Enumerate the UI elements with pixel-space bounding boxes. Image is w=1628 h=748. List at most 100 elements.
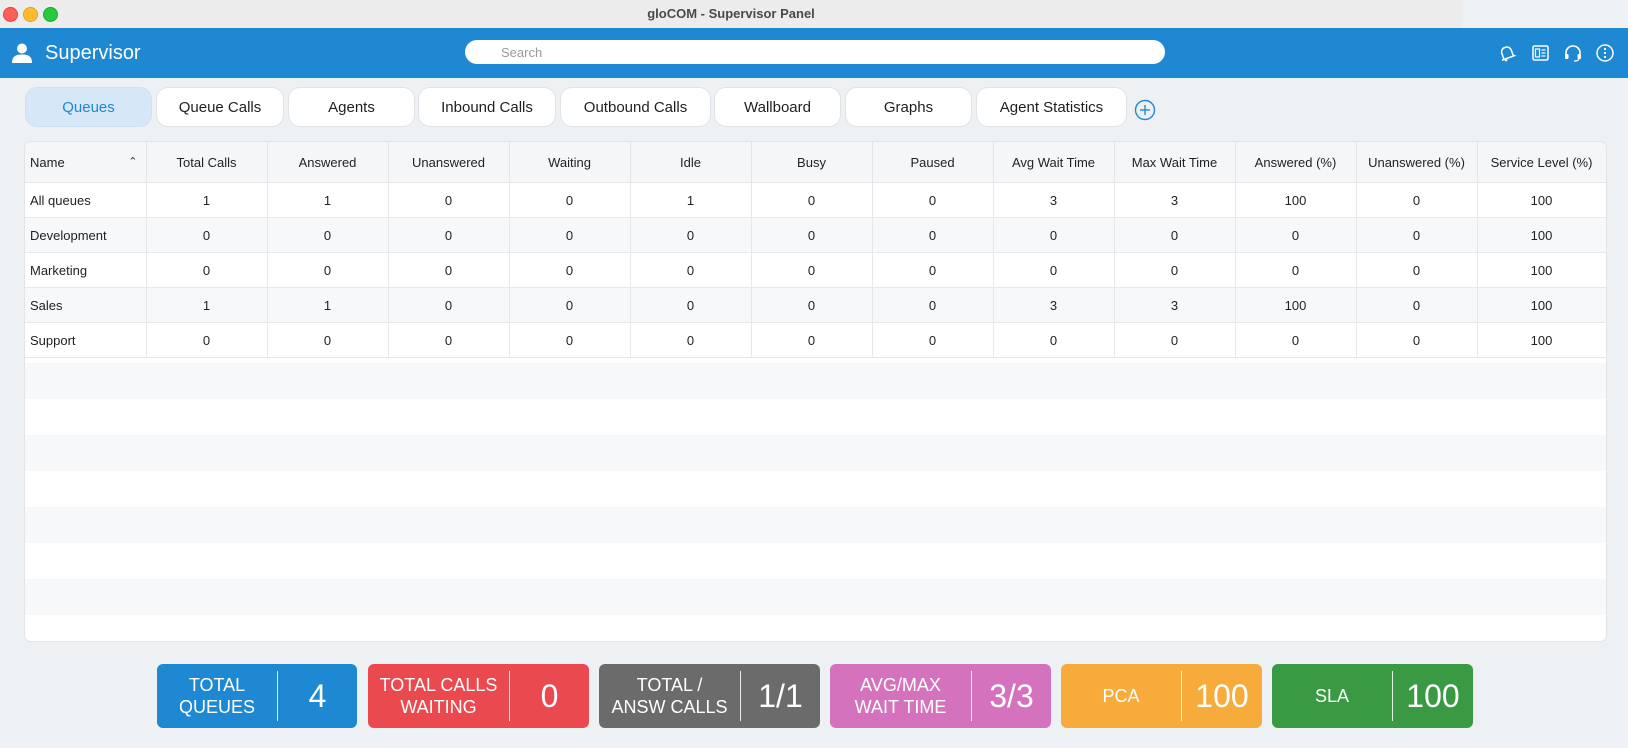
table-cell: 0 bbox=[872, 217, 994, 253]
search-input[interactable] bbox=[465, 40, 1165, 64]
table-cell: 0 bbox=[630, 217, 752, 253]
add-tab-icon[interactable] bbox=[1134, 99, 1156, 121]
column-header-total-calls[interactable]: Total Calls bbox=[146, 142, 268, 183]
phonebook-icon[interactable] bbox=[1530, 43, 1550, 63]
info-menu-icon[interactable] bbox=[1595, 43, 1615, 63]
table-header-row: Name ⌃ Total Calls Answered Unanswered Wa… bbox=[25, 142, 1606, 183]
stat-value: 0 bbox=[540, 677, 559, 714]
table-cell: 100 bbox=[1477, 322, 1606, 358]
table-row[interactable]: Development 0 0 0 0 0 0 0 0 0 0 0 100 bbox=[25, 217, 1606, 253]
table-cell: 0 bbox=[388, 287, 510, 323]
column-header-unanswered-percent[interactable]: Unanswered (%) bbox=[1356, 142, 1478, 183]
tab-agent-statistics[interactable]: Agent Statistics bbox=[976, 87, 1127, 127]
table-cell: 0 bbox=[267, 252, 389, 288]
stat-sla: SLA 100 bbox=[1272, 664, 1473, 728]
stat-avg-max-wait-time: AVG/MAX WAIT TIME 3/3 bbox=[830, 664, 1051, 728]
stat-label: TOTAL CALLS WAITING bbox=[379, 675, 498, 717]
table-cell: 0 bbox=[509, 322, 631, 358]
column-header-name[interactable]: Name ⌃ bbox=[25, 142, 147, 183]
tab-queue-calls[interactable]: Queue Calls bbox=[156, 87, 284, 127]
table-cell: 100 bbox=[1477, 182, 1606, 218]
user-icon bbox=[12, 43, 32, 63]
stat-divider bbox=[509, 671, 510, 721]
table-cell: 100 bbox=[1477, 217, 1606, 253]
table-row[interactable]: Sales 1 1 0 0 0 0 0 3 3 100 0 100 bbox=[25, 287, 1606, 323]
column-header-avg-wait-time[interactable]: Avg Wait Time bbox=[993, 142, 1115, 183]
tab-inbound-calls[interactable]: Inbound Calls bbox=[418, 87, 556, 127]
table-cell: 0 bbox=[388, 322, 510, 358]
tab-queues[interactable]: Queues bbox=[25, 87, 152, 127]
notification-bell-icon[interactable] bbox=[1497, 43, 1517, 63]
table-cell: 0 bbox=[267, 322, 389, 358]
column-header-waiting[interactable]: Waiting bbox=[509, 142, 631, 183]
table-cell: 1 bbox=[267, 182, 389, 218]
queue-name-cell: Sales bbox=[25, 287, 147, 323]
table-cell: 1 bbox=[267, 287, 389, 323]
table-cell: 100 bbox=[1235, 182, 1357, 218]
stat-value: 100 bbox=[1406, 677, 1460, 714]
stat-divider bbox=[740, 671, 741, 721]
tab-agents[interactable]: Agents bbox=[288, 87, 415, 127]
minimize-window-button[interactable] bbox=[23, 7, 38, 22]
table-cell: 3 bbox=[1114, 182, 1236, 218]
column-header-answered-percent[interactable]: Answered (%) bbox=[1235, 142, 1357, 183]
table-cell: 100 bbox=[1235, 287, 1357, 323]
table-cell: 100 bbox=[1477, 252, 1606, 288]
table-cell: 0 bbox=[630, 252, 752, 288]
stat-label: PCA bbox=[1102, 686, 1140, 706]
table-cell: 0 bbox=[146, 252, 268, 288]
table-cell: 0 bbox=[146, 322, 268, 358]
stat-value: 3/3 bbox=[989, 677, 1034, 714]
table-cell: 0 bbox=[993, 252, 1115, 288]
zoom-window-button[interactable] bbox=[43, 7, 58, 22]
table-row[interactable]: All queues 1 1 0 0 1 0 0 3 3 100 0 100 bbox=[25, 182, 1606, 218]
app-header: Supervisor bbox=[0, 28, 1628, 78]
table-cell: 0 bbox=[1356, 252, 1478, 288]
queues-table-panel: Name ⌃ Total Calls Answered Unanswered Wa… bbox=[25, 142, 1606, 641]
stat-label: TOTAL / ANSW CALLS bbox=[611, 675, 728, 717]
table-cell: 0 bbox=[1114, 322, 1236, 358]
column-header-paused[interactable]: Paused bbox=[872, 142, 994, 183]
column-header-unanswered[interactable]: Unanswered bbox=[388, 142, 510, 183]
tab-wallboard[interactable]: Wallboard bbox=[714, 87, 841, 127]
column-header-service-level-percent[interactable]: Service Level (%) bbox=[1477, 142, 1606, 183]
column-header-idle[interactable]: Idle bbox=[630, 142, 752, 183]
table-cell: 0 bbox=[388, 252, 510, 288]
app-title: Supervisor bbox=[45, 42, 141, 64]
table-cell: 0 bbox=[146, 217, 268, 253]
column-header-label: Name bbox=[30, 154, 65, 170]
close-window-button[interactable] bbox=[3, 7, 18, 22]
headset-icon[interactable] bbox=[1563, 43, 1583, 63]
column-header-busy[interactable]: Busy bbox=[751, 142, 873, 183]
table-cell: 0 bbox=[509, 217, 631, 253]
sort-ascending-icon[interactable]: ⌃ bbox=[128, 156, 138, 168]
stat-divider bbox=[971, 671, 972, 721]
queue-name-cell: Development bbox=[25, 217, 147, 253]
table-cell: 0 bbox=[388, 217, 510, 253]
stat-label: TOTAL QUEUES bbox=[178, 675, 256, 717]
table-cell: 0 bbox=[872, 252, 994, 288]
column-header-max-wait-time[interactable]: Max Wait Time bbox=[1114, 142, 1236, 183]
table-cell: 0 bbox=[872, 322, 994, 358]
table-cell: 0 bbox=[1356, 182, 1478, 218]
table-cell: 0 bbox=[993, 322, 1115, 358]
queue-name-cell: All queues bbox=[25, 182, 147, 218]
table-cell: 0 bbox=[267, 217, 389, 253]
table-cell: 0 bbox=[1356, 287, 1478, 323]
stat-value: 4 bbox=[308, 677, 327, 714]
column-header-answered[interactable]: Answered bbox=[267, 142, 389, 183]
table-cell: 100 bbox=[1477, 287, 1606, 323]
table-row[interactable]: Marketing 0 0 0 0 0 0 0 0 0 0 0 100 bbox=[25, 252, 1606, 288]
table-cell: 0 bbox=[993, 217, 1115, 253]
tab-graphs[interactable]: Graphs bbox=[845, 87, 972, 127]
table-cell: 3 bbox=[1114, 287, 1236, 323]
table-cell: 0 bbox=[872, 182, 994, 218]
queue-name-cell: Marketing bbox=[25, 252, 147, 288]
stat-value: 100 bbox=[1195, 677, 1249, 714]
tab-outbound-calls[interactable]: Outbound Calls bbox=[560, 87, 711, 127]
table-cell: 1 bbox=[630, 182, 752, 218]
table-cell: 0 bbox=[509, 182, 631, 218]
table-cell: 0 bbox=[1114, 252, 1236, 288]
table-cell: 0 bbox=[751, 182, 873, 218]
table-row[interactable]: Support 0 0 0 0 0 0 0 0 0 0 0 100 bbox=[25, 322, 1606, 358]
